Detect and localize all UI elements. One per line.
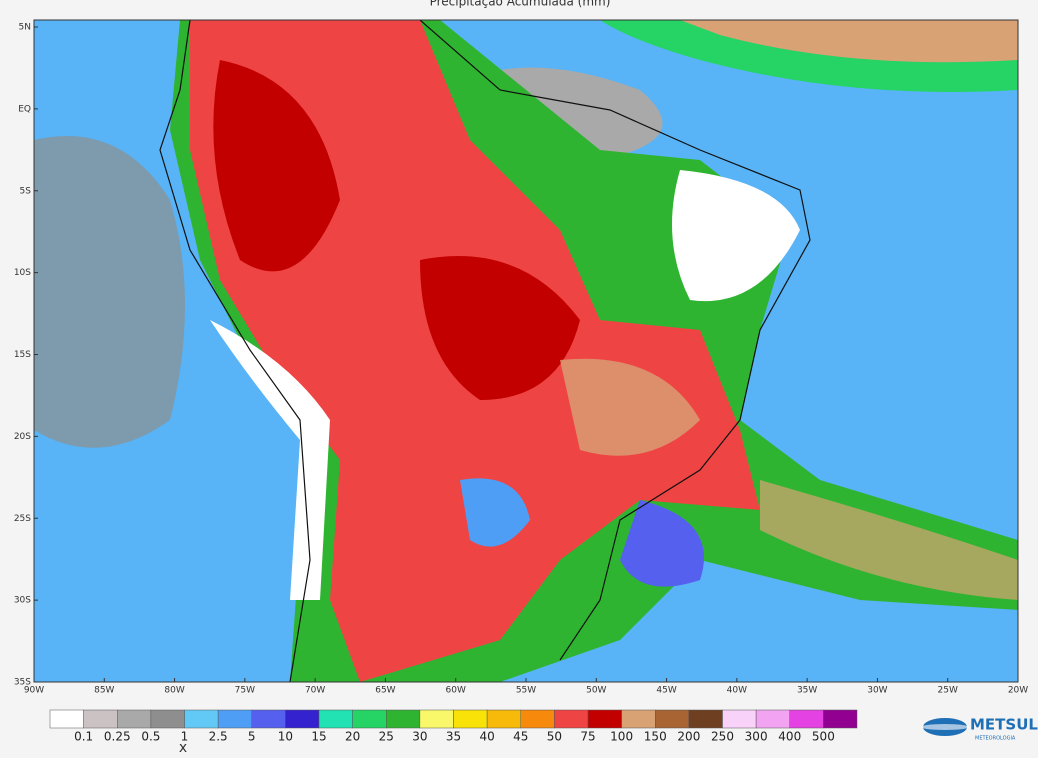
colorbar-swatch	[386, 709, 421, 729]
colorbar-label: 45	[513, 730, 528, 744]
longitude-label: 75W	[235, 686, 255, 696]
latitude-label: 5S	[20, 186, 32, 196]
colorbar-swatch	[823, 709, 858, 729]
latitude-label: 5N	[19, 23, 31, 33]
colorbar-swatch	[655, 709, 690, 729]
longitude-label: 65W	[375, 686, 395, 696]
latitude-axis: 5N EQ 5S 10S 15S 20S 25S 30S 35S	[14, 23, 38, 688]
colorbar-swatch	[150, 709, 185, 729]
colorbar-swatch	[621, 709, 656, 729]
colorbar-label: 35	[446, 730, 461, 744]
longitude-label: 25W	[938, 686, 958, 696]
colorbar-label: 250	[711, 730, 734, 744]
colorbar-swatch	[184, 709, 219, 729]
colorbar-swatch	[688, 709, 723, 729]
colorbar-label: 400	[778, 730, 801, 744]
colorbar: 0.1 0.25 0.5 1 2.5 5 10 15 20 25 30 35 40 45 50 75 100 15…	[49, 709, 858, 744]
colorbar-swatch	[722, 709, 757, 729]
colorbar-label: 500	[812, 730, 835, 744]
logo-tagline: METEOROLOGIA	[975, 736, 1016, 742]
longitude-label: 85W	[94, 686, 114, 696]
colorbar-label: 75	[580, 730, 595, 744]
colorbar-label: 200	[677, 730, 700, 744]
colorbar-swatch	[520, 709, 555, 729]
colorbar-swatch	[83, 709, 118, 729]
colorbar-label: 300	[745, 730, 768, 744]
longitude-label: 45W	[656, 686, 676, 696]
longitude-label: 30W	[867, 686, 887, 696]
colorbar-label: 50	[547, 730, 562, 744]
colorbar-swatch	[453, 709, 488, 729]
colorbar-label: 5	[248, 730, 256, 744]
colorbar-label: 25	[379, 730, 394, 744]
longitude-label: 80W	[164, 686, 184, 696]
colorbar-swatch	[318, 709, 353, 729]
precipitation-field	[34, 20, 1018, 682]
longitude-label: 90W	[24, 686, 44, 696]
colorbar-label: 0.5	[141, 730, 160, 744]
logo-name: METSUL	[970, 716, 1038, 734]
colorbar-swatch	[117, 709, 152, 729]
longitude-label: 20W	[1008, 686, 1028, 696]
colorbar-label: 0.25	[104, 730, 131, 744]
longitude-label: 60W	[446, 686, 466, 696]
colorbar-label: 100	[610, 730, 633, 744]
latitude-label: 10S	[14, 268, 31, 278]
latitude-label: 15S	[14, 350, 31, 360]
logo: METSUL METEOROLOGIA	[921, 716, 1038, 742]
longitude-axis: 90W 85W 80W 75W 70W 65W 60W 55W 50W 45W 40W 35W 30W 2…	[24, 678, 1028, 696]
colorbar-swatch	[554, 709, 589, 729]
colorbar-swatch	[789, 709, 824, 729]
colorbar-swatch	[49, 709, 84, 729]
longitude-label: 40W	[727, 686, 747, 696]
colorbar-label: 0.1	[74, 730, 93, 744]
colorbar-swatch	[486, 709, 521, 729]
colorbar-label: 40	[479, 730, 494, 744]
colorbar-swatch	[285, 709, 320, 729]
colorbar-swatch	[352, 709, 387, 729]
colorbar-label: 10	[278, 730, 293, 744]
longitude-label: 50W	[586, 686, 606, 696]
colorbar-label: 150	[644, 730, 667, 744]
colorbar-label: 1	[181, 730, 189, 744]
colorbar-swatch	[251, 709, 286, 729]
longitude-label: 35W	[797, 686, 817, 696]
longitude-label: 70W	[305, 686, 325, 696]
colorbar-label: 15	[311, 730, 326, 744]
longitude-label: 55W	[516, 686, 536, 696]
colorbar-label: 2.5	[209, 730, 228, 744]
latitude-label: EQ	[18, 104, 31, 114]
latitude-label: 20S	[14, 432, 31, 442]
map-title: Precipitação Acumulada (mm)	[430, 0, 611, 9]
latitude-label: 35S	[14, 678, 31, 688]
latitude-label: 30S	[14, 596, 31, 606]
colorbar-swatch	[419, 709, 454, 729]
latitude-label: 25S	[14, 514, 31, 524]
colorbar-label: 20	[345, 730, 360, 744]
colorbar-swatch	[217, 709, 252, 729]
colorbar-label: 30	[412, 730, 427, 744]
colorbar-swatch	[755, 709, 790, 729]
colorbar-swatch	[587, 709, 622, 729]
marker-x: x	[179, 740, 187, 756]
